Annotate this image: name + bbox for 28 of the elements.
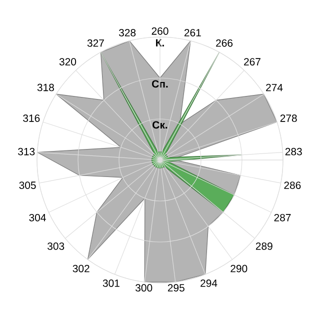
spoke-label: 278 [280, 114, 297, 122]
spoke-label: 286 [284, 182, 301, 189]
spoke-label: 290 [230, 264, 248, 272]
spoke-label: 295 [168, 284, 184, 292]
spoke-label: 328 [118, 29, 136, 36]
spoke-label: 266 [216, 39, 233, 47]
spoke-label: 261 [184, 29, 201, 36]
spoke-label: 289 [256, 242, 272, 250]
spoke-label: 304 [29, 214, 46, 222]
spoke-label: 316 [23, 114, 40, 122]
spoke-label: 303 [48, 242, 64, 250]
y-tick-label: Ск. [152, 121, 168, 129]
y-tick-label: Сп. [152, 80, 168, 88]
spoke-label: 313 [18, 148, 35, 156]
spoke-label: 267 [244, 58, 260, 66]
spoke-label: 287 [274, 214, 291, 222]
spoke-label: 260 [152, 27, 168, 35]
y-tick-label: К. [156, 39, 164, 46]
spoke-label: 305 [19, 182, 36, 189]
spoke-label: 294 [200, 279, 218, 287]
spoke-label: 302 [72, 264, 90, 272]
spoke-label: 318 [37, 84, 54, 92]
spoke-label: 300 [136, 284, 152, 292]
spoke-label: 274 [266, 84, 283, 92]
spoke-label: 301 [102, 279, 120, 287]
spoke-label: 327 [87, 39, 104, 47]
spoke-label: 320 [59, 58, 76, 66]
spoke-label: 283 [285, 148, 302, 156]
